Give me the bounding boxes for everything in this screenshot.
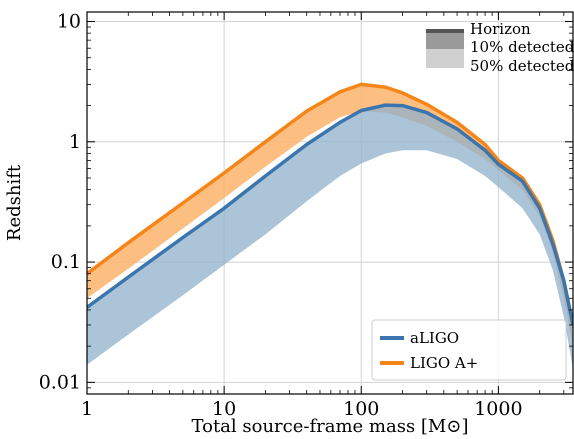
legend-aligo-label: aLIGO xyxy=(410,329,459,347)
legend-10pct-swatch xyxy=(426,33,464,49)
y-tick-label: 0.01 xyxy=(39,371,81,393)
y-axis-title: Redshift xyxy=(4,164,25,241)
ticks-layer xyxy=(86,12,573,394)
legend-50pct-swatch xyxy=(426,49,464,68)
horizon-line-aligo xyxy=(87,103,573,326)
band-ligo-aplus xyxy=(87,84,573,347)
legend-50pct-label: 50% detected xyxy=(470,57,574,75)
x-tick-label: 10 xyxy=(212,398,236,420)
lines-layer xyxy=(87,82,573,326)
horizon-line-ligo-aplus xyxy=(87,82,573,326)
plot-frame xyxy=(86,11,574,395)
tick-labels: 1 10 100 1000 0.01 0.1 1 10 xyxy=(39,11,523,420)
legend-box xyxy=(371,319,567,381)
x-axis-title: Total source-frame mass [M⊙] xyxy=(192,416,469,437)
y-tick-label: 1 xyxy=(69,131,81,153)
legend-10pct-label: 10% detected xyxy=(470,38,574,56)
x-tick-label: 100 xyxy=(343,398,379,420)
x-tick-label: 1 xyxy=(81,398,93,420)
legend-top: Horizon 10% detected 50% detected xyxy=(426,20,574,75)
legend-horizon-label: Horizon xyxy=(470,20,531,38)
y-tick-label: 0.1 xyxy=(51,251,81,273)
y-tick-label: 10 xyxy=(57,11,81,33)
legend-bottom: aLIGO LIGO A+ xyxy=(371,319,567,381)
legend-horizon-swatch xyxy=(426,29,464,33)
x-tick-label: 1000 xyxy=(474,398,522,420)
legend-ligoaplus-label: LIGO A+ xyxy=(410,354,478,372)
